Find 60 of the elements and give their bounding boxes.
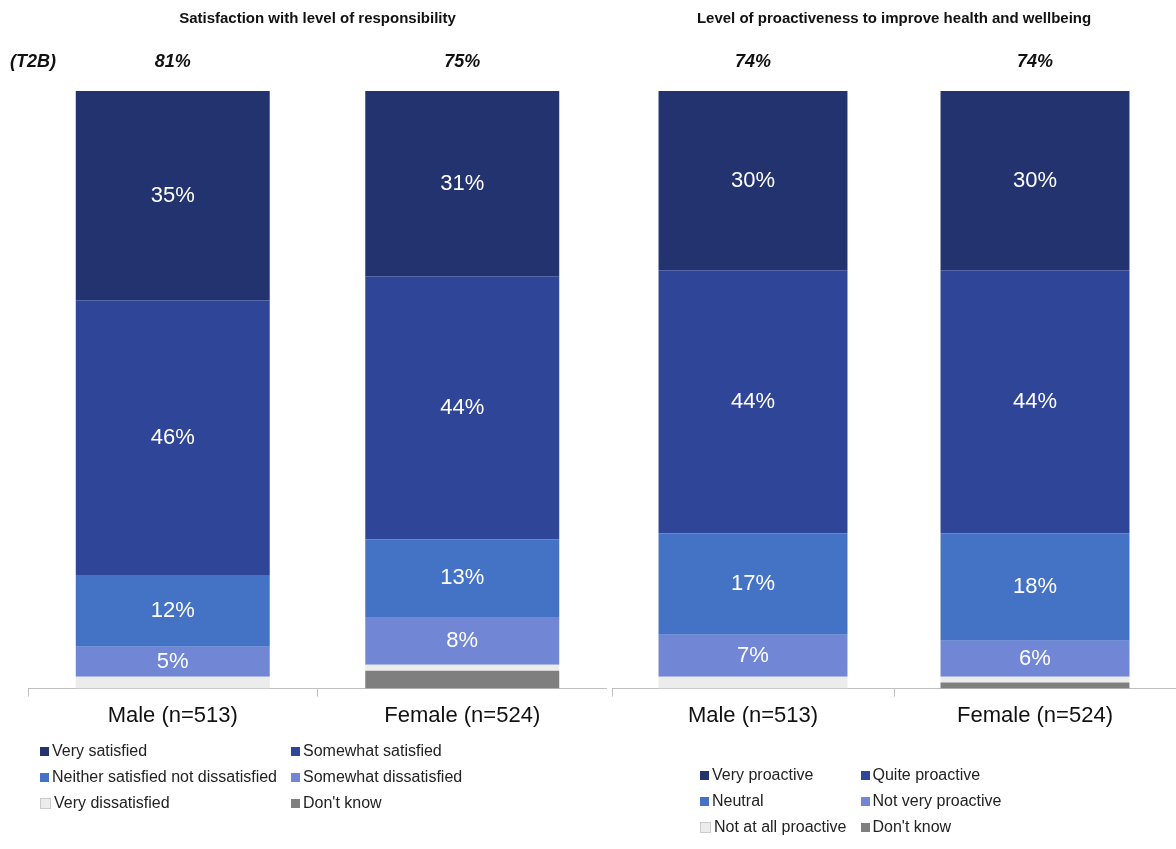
bar (365, 616, 560, 665)
bar (940, 91, 1130, 271)
data-label: 12% (150, 596, 195, 622)
bar (365, 91, 560, 277)
legend-label: Somewhat dissatisfied (302, 768, 463, 786)
legend-label: Neither satisfied not dissatisfied (51, 768, 277, 786)
text: (T2B) (10, 50, 56, 71)
legend-label: Don't know (871, 818, 953, 836)
text: 74% (1016, 50, 1054, 71)
bar (75, 300, 270, 576)
data-label: 44% (440, 393, 485, 419)
chart-title: Satisfaction with level of responsibility (179, 9, 457, 27)
bar (658, 270, 848, 534)
bar (75, 676, 270, 689)
bar (365, 664, 560, 671)
text: 81% (154, 50, 191, 71)
legend-label: Somewhat satisfied (302, 742, 443, 760)
data-label: 6% (1019, 644, 1051, 670)
data-label: 30% (730, 166, 776, 192)
bar (940, 640, 1130, 677)
legend-label: Not at all proactive (713, 818, 847, 836)
data-label: 46% (150, 423, 195, 449)
x-tick-label: Male (n=513) (687, 701, 819, 727)
data-label: 44% (1012, 387, 1058, 413)
text: 74% (734, 50, 772, 71)
x-tick-label: Male (n=513) (107, 701, 238, 727)
legend-label: Very dissatisfied (53, 794, 171, 812)
legend-label: Very satisfied (51, 742, 149, 760)
data-label: 30% (1012, 166, 1058, 192)
x-tick-label: Female (n=524) (957, 701, 1113, 727)
bar (365, 670, 560, 689)
chart-title: Level of proactiveness to improve health and wellbeing (696, 9, 1092, 27)
data-label: 18% (1012, 573, 1058, 599)
legend-label: Don't know (302, 794, 383, 812)
data-label: 8% (446, 626, 479, 652)
bar (365, 539, 560, 617)
bar (940, 676, 1130, 683)
data-label: 13% (440, 564, 485, 590)
data-label: 31% (440, 169, 485, 195)
legend-label: Not very proactive (871, 792, 1002, 810)
bar (75, 91, 270, 301)
bar (940, 270, 1130, 534)
text: 75% (444, 50, 481, 71)
legend-label: Quite proactive (871, 766, 982, 784)
legend-label: Very proactive (711, 766, 815, 784)
bar (658, 634, 848, 677)
legend-label: Neutral (711, 792, 765, 810)
data-label: 44% (730, 387, 776, 413)
bar (75, 646, 270, 677)
bar (940, 533, 1130, 641)
bar (658, 91, 848, 271)
bar (365, 276, 560, 540)
data-label: 5% (156, 647, 189, 673)
data-label: 35% (150, 181, 195, 207)
bar (658, 676, 848, 689)
x-tick-label: Female (n=524) (384, 701, 541, 727)
bar (75, 575, 270, 647)
data-label: 17% (730, 570, 776, 596)
bar (658, 533, 848, 635)
data-label: 7% (737, 641, 769, 667)
